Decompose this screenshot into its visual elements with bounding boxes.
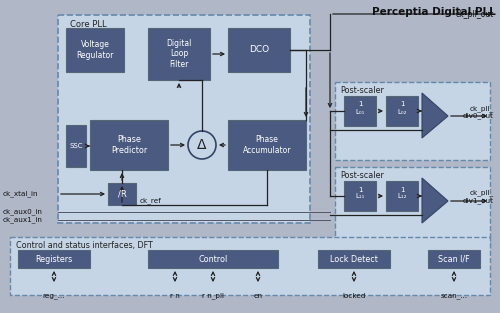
Polygon shape [422, 93, 448, 138]
Bar [10, 237, 490, 295]
Text: Post-scaler: Post-scaler [340, 86, 384, 95]
Bar [386, 181, 418, 211]
Text: Scan I/F: Scan I/F [438, 254, 470, 264]
Text: Post-scaler: Post-scaler [340, 171, 384, 180]
Bar [66, 28, 124, 72]
Text: scan_...: scan_... [440, 293, 468, 299]
Text: ck_aux1_in: ck_aux1_in [3, 217, 43, 223]
Text: Perceptia Digital PLL: Perceptia Digital PLL [372, 7, 496, 17]
Text: Δ: Δ [197, 138, 207, 152]
Text: ck_xtal_in: ck_xtal_in [3, 191, 38, 198]
Text: 1
L₁₁: 1 L₁₁ [356, 187, 364, 199]
Bar [90, 120, 168, 170]
Bar [335, 167, 490, 245]
Text: locked: locked [342, 293, 366, 299]
Text: ck_pll_
div1_out: ck_pll_ div1_out [463, 190, 494, 204]
Text: ck_pll_
div0_out: ck_pll_ div0_out [463, 105, 494, 119]
Text: ck_pll_out: ck_pll_out [456, 10, 494, 19]
Bar [148, 250, 278, 268]
Text: r n_pll: r n_pll [202, 293, 224, 299]
Bar [228, 120, 306, 170]
Text: Core PLL: Core PLL [70, 20, 106, 29]
Text: /R: /R [118, 189, 126, 198]
Text: Lock Detect: Lock Detect [330, 254, 378, 264]
Text: ck_aux0_in: ck_aux0_in [3, 209, 43, 215]
Text: Control and status interfaces, DFT: Control and status interfaces, DFT [16, 241, 153, 250]
Text: Registers: Registers [36, 254, 72, 264]
Bar [18, 250, 90, 268]
Bar [228, 28, 290, 72]
Text: Phase
Predictor: Phase Predictor [111, 135, 147, 155]
Bar [335, 82, 490, 160]
Bar [386, 96, 418, 126]
Bar [58, 15, 310, 223]
Text: Digital
Loop
Filter: Digital Loop Filter [166, 39, 192, 69]
Bar [344, 96, 376, 126]
Text: en: en [254, 293, 262, 299]
Bar [66, 125, 86, 167]
Text: ck_ref: ck_ref [140, 197, 162, 204]
Text: r n: r n [170, 293, 180, 299]
Text: Voltage
Regulator: Voltage Regulator [76, 40, 114, 60]
Text: DCO: DCO [249, 45, 269, 54]
Text: SSC: SSC [69, 143, 83, 149]
Bar [428, 250, 480, 268]
Bar [344, 181, 376, 211]
Text: 1
L₀₁: 1 L₀₁ [356, 101, 364, 115]
Text: Control: Control [198, 254, 228, 264]
Bar [108, 183, 136, 205]
Polygon shape [422, 178, 448, 223]
Text: reg_...: reg_... [43, 293, 65, 299]
Text: 1
L₀₂: 1 L₀₂ [397, 101, 407, 115]
Bar [318, 250, 390, 268]
Bar [148, 28, 210, 80]
Text: Phase
Accumulator: Phase Accumulator [243, 135, 291, 155]
Text: 1
L₁₂: 1 L₁₂ [397, 187, 407, 199]
Circle shape [188, 131, 216, 159]
